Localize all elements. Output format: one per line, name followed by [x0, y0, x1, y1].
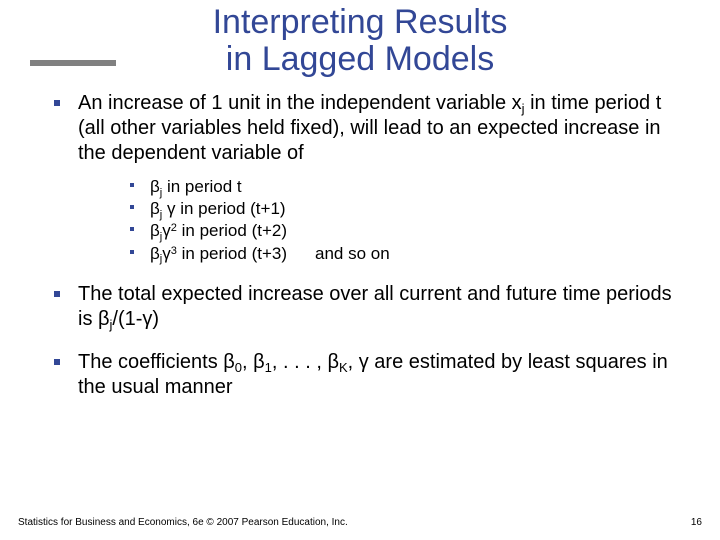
sub-bullet-3: βjγ2 in period (t+2): [122, 220, 674, 241]
title-underline: [30, 60, 116, 66]
slide-title: Interpreting Results in Lagged Models: [0, 4, 720, 79]
bullet-item-1: An increase of 1 unit in the independent…: [46, 91, 674, 264]
bullet-list: An increase of 1 unit in the independent…: [46, 91, 674, 400]
content-area: An increase of 1 unit in the independent…: [0, 79, 720, 400]
bullet-item-3: The coefficients β0, β1, . . . , βK, γ a…: [46, 350, 674, 400]
sub-bullet-4: βjγ3 in period (t+3)and so on: [122, 243, 674, 264]
page-number: 16: [691, 517, 702, 528]
bullet-item-2: The total expected increase over all cur…: [46, 282, 674, 332]
sub-bullet-2: βj γ in period (t+1): [122, 198, 674, 219]
footer-text: Statistics for Business and Economics, 6…: [18, 517, 348, 528]
sub-bullet-list: βj in period t βj γ in period (t+1) βjγ2…: [78, 176, 674, 264]
sub-bullet-1: βj in period t: [122, 176, 674, 197]
title-area: Interpreting Results in Lagged Models: [0, 0, 720, 79]
bullet-text-1: An increase of 1 unit in the independent…: [78, 92, 661, 164]
